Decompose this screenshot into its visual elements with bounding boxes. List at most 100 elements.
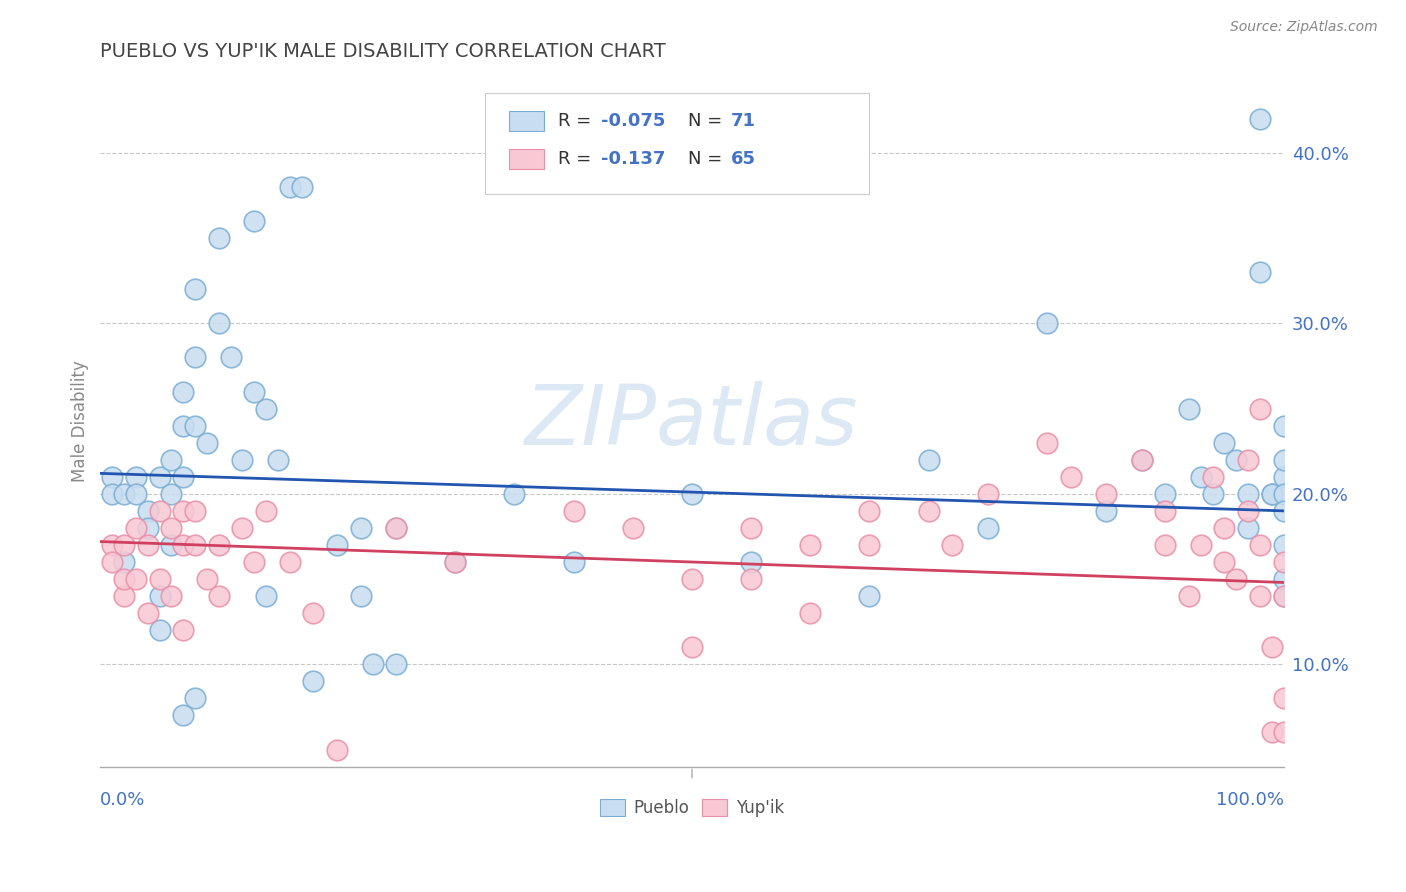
- Point: [1272, 538, 1295, 552]
- Point: [125, 487, 148, 501]
- Text: 0.0%: 0.0%: [100, 790, 146, 808]
- Point: [385, 521, 408, 535]
- Point: [681, 487, 703, 501]
- Text: -0.137: -0.137: [600, 150, 665, 168]
- Point: [160, 538, 183, 552]
- FancyBboxPatch shape: [485, 94, 869, 194]
- Point: [1036, 435, 1059, 450]
- Point: [1272, 725, 1295, 739]
- Point: [1178, 589, 1201, 603]
- Point: [1261, 725, 1284, 739]
- Point: [278, 180, 301, 194]
- Y-axis label: Male Disability: Male Disability: [72, 360, 89, 483]
- Point: [1189, 538, 1212, 552]
- Point: [1272, 418, 1295, 433]
- Point: [148, 623, 170, 637]
- Point: [1272, 555, 1295, 569]
- Point: [136, 504, 159, 518]
- Point: [195, 435, 218, 450]
- Point: [208, 231, 231, 245]
- Point: [1237, 504, 1260, 518]
- Point: [112, 589, 135, 603]
- Text: R =: R =: [558, 112, 598, 130]
- Text: 100.0%: 100.0%: [1216, 790, 1284, 808]
- Point: [1130, 452, 1153, 467]
- Point: [243, 555, 266, 569]
- Point: [1201, 470, 1223, 484]
- Point: [172, 470, 194, 484]
- Text: PUEBLO VS YUP'IK MALE DISABILITY CORRELATION CHART: PUEBLO VS YUP'IK MALE DISABILITY CORRELA…: [100, 42, 666, 61]
- Point: [112, 538, 135, 552]
- Point: [290, 180, 312, 194]
- Point: [1249, 589, 1271, 603]
- Point: [1261, 487, 1284, 501]
- Text: R =: R =: [558, 150, 598, 168]
- Point: [562, 504, 585, 518]
- Point: [172, 384, 194, 399]
- Point: [101, 538, 124, 552]
- Point: [917, 504, 939, 518]
- Point: [184, 351, 207, 365]
- Text: -0.075: -0.075: [600, 112, 665, 130]
- Point: [1225, 572, 1247, 586]
- FancyBboxPatch shape: [509, 111, 544, 131]
- Point: [1154, 487, 1177, 501]
- Point: [1189, 470, 1212, 484]
- Point: [1059, 470, 1081, 484]
- Point: [219, 351, 242, 365]
- Point: [208, 538, 231, 552]
- Point: [1272, 487, 1295, 501]
- Point: [125, 572, 148, 586]
- Point: [941, 538, 963, 552]
- Point: [195, 572, 218, 586]
- Point: [1213, 435, 1236, 450]
- Point: [184, 504, 207, 518]
- Point: [160, 521, 183, 535]
- Point: [858, 538, 880, 552]
- Point: [302, 606, 325, 620]
- Point: [1095, 504, 1118, 518]
- Point: [562, 555, 585, 569]
- Point: [208, 317, 231, 331]
- Point: [740, 555, 762, 569]
- Point: [184, 418, 207, 433]
- Point: [1272, 572, 1295, 586]
- Point: [101, 470, 124, 484]
- Point: [1272, 452, 1295, 467]
- Point: [101, 555, 124, 569]
- Point: [1130, 452, 1153, 467]
- Point: [740, 521, 762, 535]
- Text: N =: N =: [689, 112, 728, 130]
- Point: [254, 401, 277, 416]
- Point: [1154, 538, 1177, 552]
- Point: [799, 606, 821, 620]
- Text: N =: N =: [689, 150, 728, 168]
- Point: [172, 418, 194, 433]
- Point: [148, 572, 170, 586]
- Point: [112, 555, 135, 569]
- Point: [1178, 401, 1201, 416]
- Point: [184, 282, 207, 296]
- Point: [243, 214, 266, 228]
- Point: [1237, 487, 1260, 501]
- Point: [444, 555, 467, 569]
- Point: [125, 521, 148, 535]
- Point: [278, 555, 301, 569]
- Point: [799, 538, 821, 552]
- Point: [148, 589, 170, 603]
- Point: [231, 452, 253, 467]
- Point: [125, 470, 148, 484]
- Point: [385, 657, 408, 672]
- Text: ZIPatlas: ZIPatlas: [526, 381, 859, 462]
- Point: [1261, 640, 1284, 655]
- Point: [243, 384, 266, 399]
- Point: [148, 504, 170, 518]
- Point: [1272, 691, 1295, 706]
- Point: [160, 589, 183, 603]
- Point: [254, 589, 277, 603]
- Point: [1095, 487, 1118, 501]
- Point: [112, 487, 135, 501]
- Point: [858, 589, 880, 603]
- Point: [503, 487, 526, 501]
- FancyBboxPatch shape: [509, 149, 544, 169]
